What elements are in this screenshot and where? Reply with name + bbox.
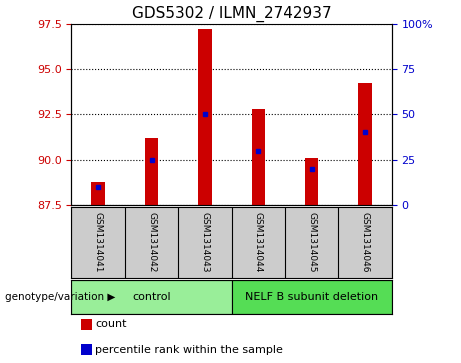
Bar <box>252 109 265 205</box>
Text: GSM1314045: GSM1314045 <box>307 212 316 273</box>
Text: GSM1314041: GSM1314041 <box>94 212 103 273</box>
Bar <box>198 29 212 205</box>
Title: GDS5302 / ILMN_2742937: GDS5302 / ILMN_2742937 <box>132 6 331 22</box>
Bar <box>305 158 319 205</box>
Bar <box>145 138 158 205</box>
Text: NELF B subunit deletion: NELF B subunit deletion <box>245 292 378 302</box>
Text: GSM1314044: GSM1314044 <box>254 212 263 273</box>
Text: GSM1314046: GSM1314046 <box>361 212 370 273</box>
Bar <box>359 83 372 205</box>
Bar <box>91 182 105 205</box>
Bar <box>231 280 392 314</box>
Text: count: count <box>95 319 127 329</box>
Text: control: control <box>132 292 171 302</box>
Text: GSM1314042: GSM1314042 <box>147 212 156 273</box>
Text: GSM1314043: GSM1314043 <box>201 212 209 273</box>
Text: genotype/variation ▶: genotype/variation ▶ <box>5 292 115 302</box>
Bar <box>71 280 231 314</box>
Text: percentile rank within the sample: percentile rank within the sample <box>95 344 284 355</box>
